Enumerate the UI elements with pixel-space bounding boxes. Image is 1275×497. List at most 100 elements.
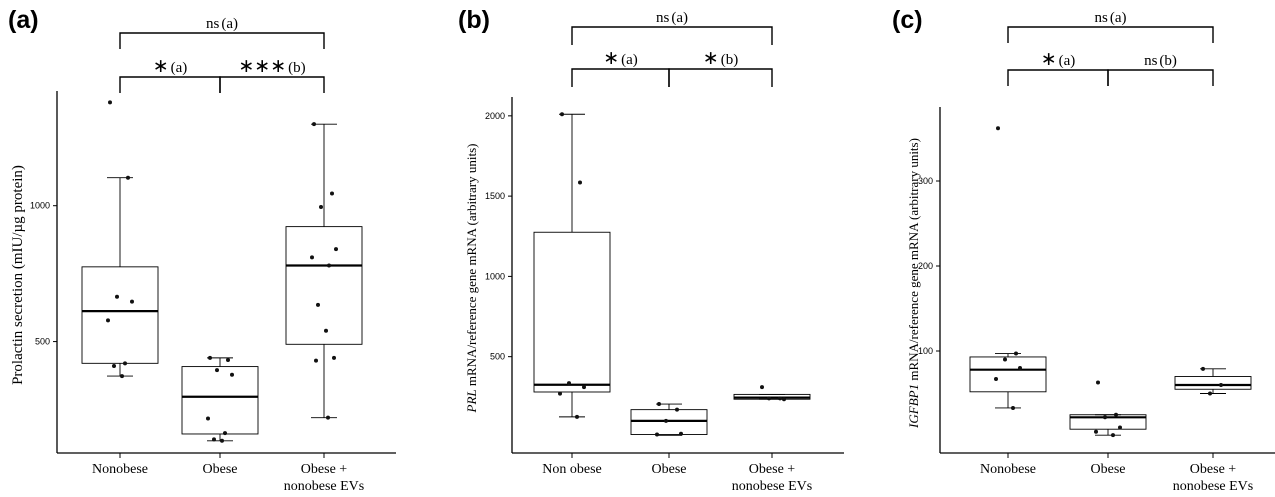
significance-bracket: ∗ (a): [119, 56, 221, 93]
box-1: [630, 403, 708, 436]
data-point: [112, 364, 116, 369]
data-point: [1103, 415, 1107, 420]
data-point: [324, 328, 328, 333]
significance-symbol: ∗: [603, 48, 619, 69]
bracket-line: [1007, 26, 1214, 43]
data-point: [115, 294, 119, 299]
data-point: [126, 175, 130, 180]
data-point: [1208, 391, 1212, 396]
data-point: [206, 416, 210, 421]
data-point: [1118, 425, 1122, 430]
box-iqr: [1174, 376, 1252, 390]
data-point: [664, 418, 668, 423]
bracket-line: [1007, 69, 1109, 86]
data-point: [120, 374, 124, 379]
x-tick-label: Obese +: [1190, 462, 1236, 477]
bracket-line: [668, 68, 773, 87]
bracket-line: [571, 26, 773, 45]
y-tick-label: 2000: [485, 111, 505, 121]
y-tick-label: 1000: [485, 271, 505, 281]
x-tick-label: Obese +: [301, 462, 347, 477]
data-point: [230, 372, 234, 377]
data-point: [326, 415, 330, 420]
y-axis-label: Prolactin secretion (mIU/µg protein): [10, 165, 26, 385]
y-tick-label: 200: [918, 261, 933, 271]
significance-label: ∗ (a): [603, 48, 638, 69]
significance-bracket: ns (a): [571, 10, 773, 45]
significance-symbol: ∗∗∗: [238, 56, 286, 77]
significance-bracket: ns (a): [119, 16, 325, 49]
box-1: [1069, 414, 1147, 436]
data-point: [1096, 380, 1100, 385]
significance-symbol: ns: [1095, 10, 1109, 26]
data-point: [106, 318, 110, 323]
bracket-line: [119, 32, 325, 49]
significance-symbol: ns: [206, 16, 220, 32]
data-point: [226, 358, 230, 363]
significance-label: ns (a): [206, 16, 238, 32]
data-point: [108, 100, 112, 105]
y-axis-label: PRL mRNA/reference gene mRNA (arbitrary …: [464, 144, 479, 414]
box-iqr: [630, 409, 708, 435]
panel-label: (b): [458, 6, 490, 34]
data-point: [334, 247, 338, 252]
y-axis-label-part: PRL: [464, 389, 479, 413]
data-point: [212, 437, 216, 442]
data-point: [575, 414, 579, 419]
x-tick-label: Obese +: [749, 462, 795, 477]
box-iqr: [81, 266, 159, 364]
x-tick-label: Obese: [652, 462, 687, 477]
data-point: [760, 385, 764, 390]
bracket-line: [1107, 69, 1214, 86]
significance-bracket: ∗ (a): [1007, 49, 1109, 86]
data-point: [327, 263, 331, 268]
data-point: [220, 438, 224, 443]
y-axis-label: IGFBP1 mRNA/reference gene mRNA (arbitra…: [906, 138, 921, 429]
significance-note: (b): [721, 52, 739, 68]
x-tick-label: Nonobese: [980, 462, 1036, 477]
data-point: [1011, 405, 1015, 410]
box-2: [733, 393, 811, 400]
y-axis-label-part: IGFBP1: [906, 384, 921, 429]
box-2: [285, 123, 363, 419]
panel-0: (a) 500 1000 Prolactin secretion (mIU/µg pr…: [8, 6, 396, 494]
panel-label: (a): [8, 6, 39, 34]
y-axis-label-part: mRNA/reference gene mRNA (arbitrary unit…: [464, 144, 479, 390]
significance-bracket: ns (b): [1107, 53, 1214, 86]
significance-label: ∗ (a): [1041, 49, 1076, 70]
data-point: [679, 431, 683, 436]
box-0: [533, 113, 611, 418]
bracket-line: [219, 76, 325, 93]
significance-note: (a): [1110, 10, 1127, 26]
data-point: [208, 355, 212, 360]
significance-bracket: ns (a): [1007, 10, 1214, 43]
bracket-line: [571, 68, 670, 87]
data-point: [316, 302, 320, 307]
x-tick-label: Obese: [1091, 462, 1126, 477]
panel-1: (b) 500 1000 1500 2000 PRL mRNA/reference gen…: [458, 6, 844, 494]
x-tick-label: Obese: [203, 462, 238, 477]
data-point: [330, 191, 334, 196]
box-iqr: [533, 231, 611, 393]
data-point: [1018, 366, 1022, 370]
data-point: [1114, 412, 1118, 417]
significance-symbol: ns: [656, 10, 670, 26]
significance-note: (a): [1059, 53, 1076, 69]
significance-bracket: ∗ (b): [668, 48, 773, 87]
data-point: [778, 396, 782, 401]
x-tick-label: nonobese EVs: [1173, 479, 1254, 494]
data-point: [1219, 383, 1223, 387]
data-point: [655, 432, 659, 437]
data-point: [560, 112, 564, 117]
x-tick-label: Nonobese: [92, 462, 148, 477]
significance-symbol: ∗: [153, 56, 169, 77]
data-point: [782, 397, 786, 402]
significance-note: (b): [288, 60, 306, 76]
x-tick-label: nonobese EVs: [732, 479, 813, 494]
significance-label: ∗ (b): [703, 48, 738, 69]
data-point: [558, 391, 562, 396]
x-tick-label: Non obese: [542, 462, 602, 477]
data-point: [578, 180, 582, 185]
x-tick-label: nonobese EVs: [284, 479, 365, 494]
